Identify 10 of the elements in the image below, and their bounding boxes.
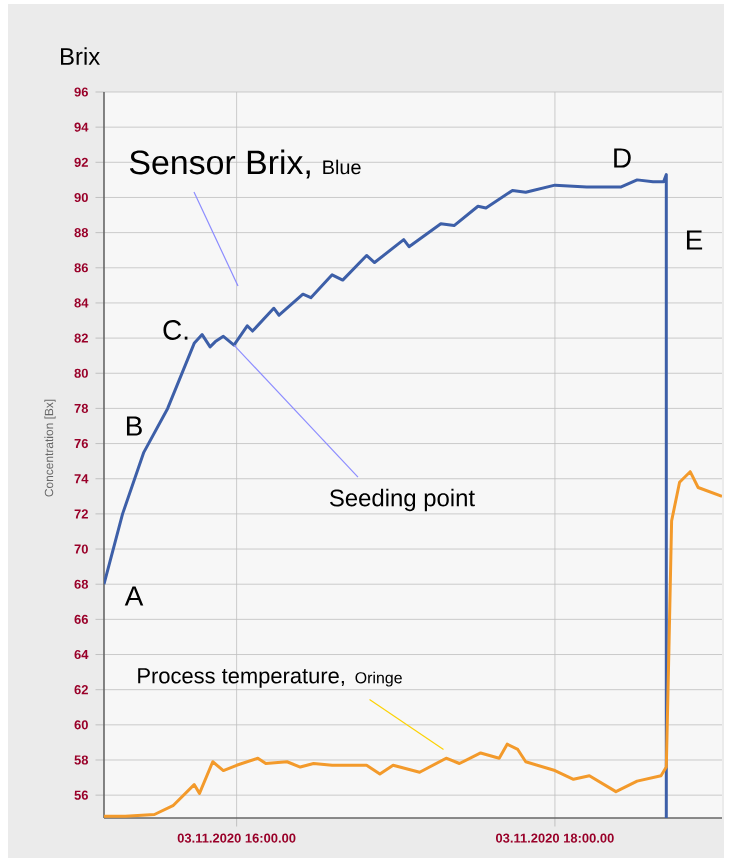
annotation: Blue: [323, 159, 361, 175]
annotation: Process temperature,: [138, 668, 344, 688]
annotation: A: [124, 586, 144, 606]
annotation: E: [686, 230, 703, 250]
annotation: C.: [163, 320, 188, 340]
annotation: Seeding point: [329, 488, 475, 512]
annotation: B: [126, 416, 142, 436]
annotation: D: [614, 148, 631, 168]
annotation: Sensor Brix,: [129, 149, 310, 179]
chart-title: Brix: [61, 47, 100, 65]
